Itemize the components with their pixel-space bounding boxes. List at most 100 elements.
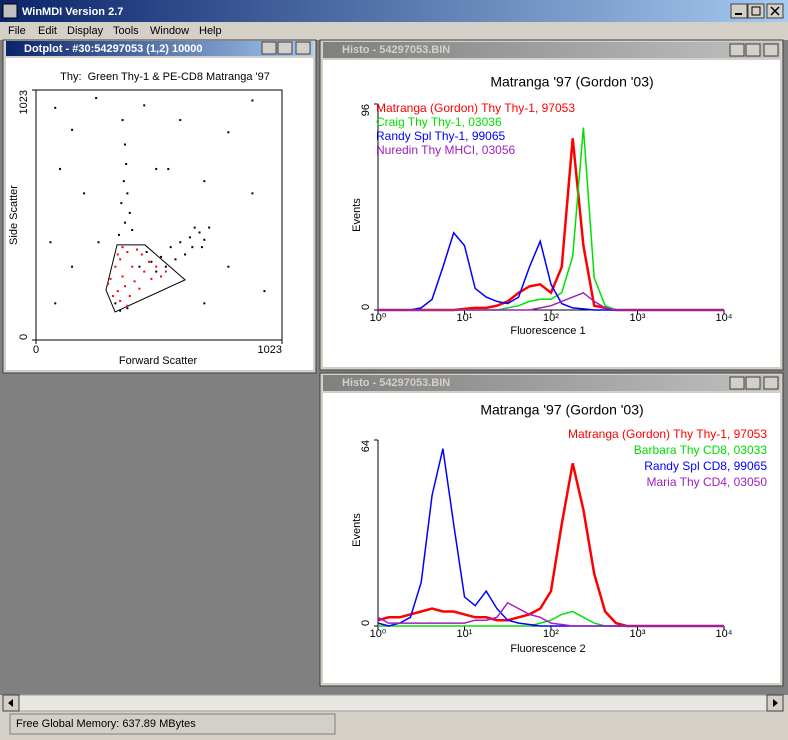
- dot: [200, 246, 203, 249]
- y-tick-label: 0: [360, 620, 372, 626]
- dot: [227, 265, 230, 268]
- dot: [123, 221, 126, 224]
- dot: [193, 226, 196, 229]
- dotplot-title: Dotplot - #30:54297053 (1,2) 10000: [24, 43, 203, 55]
- dot: [128, 295, 131, 298]
- dotplot-title-bar: [6, 41, 313, 56]
- x-tick-label: 10³: [630, 628, 646, 640]
- y-tick-label: 0: [18, 334, 30, 340]
- dot: [143, 104, 146, 107]
- dot: [179, 241, 182, 244]
- legend-entry: Matranga (Gordon) Thy Thy-1, 97053: [568, 427, 767, 441]
- menu-item[interactable]: Edit: [38, 25, 57, 37]
- dot: [126, 304, 129, 307]
- subwindow-buttons[interactable]: [261, 41, 779, 390]
- legend-entry: Nuredin Thy MHCI, 03056: [376, 143, 516, 157]
- dot: [121, 246, 124, 249]
- dot: [116, 290, 119, 293]
- y-tick-label: 96: [360, 104, 372, 116]
- x-tick-label: 10⁴: [716, 312, 733, 324]
- y-tick-label: 0: [360, 304, 372, 310]
- dot: [109, 277, 112, 280]
- x-tick-label: 10²: [543, 628, 559, 640]
- dot: [169, 246, 172, 249]
- histo-client: [323, 60, 780, 367]
- x-axis-label: Fluorescence 1: [510, 325, 585, 337]
- dot: [198, 231, 201, 234]
- maximize-button[interactable]: [747, 3, 765, 19]
- dot: [125, 163, 128, 166]
- dot: [135, 248, 138, 251]
- chart-title: Matranga '97 (Gordon '03): [480, 402, 643, 418]
- dot: [148, 260, 151, 263]
- dot: [116, 253, 119, 256]
- dot: [71, 265, 74, 268]
- dot: [138, 287, 141, 290]
- charts: Thy: Green Thy-1 & PE-CD8 Matranga '97 Fo…: [8, 71, 767, 655]
- dot: [126, 192, 129, 195]
- menu-item[interactable]: Tools: [113, 25, 139, 37]
- dot: [184, 253, 187, 256]
- dot: [123, 143, 126, 146]
- histo-title-bar: [323, 375, 780, 391]
- histo-title: Histo - 54297053.BIN: [342, 377, 450, 389]
- chart-title: Thy: Green Thy-1 & PE-CD8 Matranga '97: [60, 71, 270, 83]
- dot: [263, 290, 266, 293]
- menu-item[interactable]: Window: [150, 25, 189, 37]
- histo-client: [323, 393, 780, 683]
- menu-bar: File Edit Display Tools Window Help: [8, 25, 222, 37]
- dot: [131, 265, 134, 268]
- menu-item[interactable]: Help: [199, 25, 222, 37]
- dot: [54, 302, 57, 305]
- dot: [140, 253, 143, 256]
- dot: [164, 270, 167, 273]
- dot: [49, 241, 52, 244]
- legend-entry: Randy Spl Thy-1, 99065: [376, 129, 506, 143]
- dot: [251, 99, 254, 102]
- x-tick-label: 10¹: [457, 628, 473, 640]
- dot: [164, 265, 167, 268]
- app-title: WinMDI Version 2.7: [22, 6, 123, 18]
- dot: [54, 106, 57, 109]
- legend-entry: Randy Spl CD8, 99065: [644, 459, 767, 473]
- h-scrollbar[interactable]: [2, 694, 784, 712]
- chart-title: Matranga '97 (Gordon '03): [490, 74, 653, 90]
- dot: [191, 246, 194, 249]
- dot: [123, 285, 126, 288]
- dot: [155, 167, 158, 170]
- dot: [120, 202, 123, 205]
- gate: [105, 244, 187, 313]
- dot: [251, 192, 254, 195]
- menu-item[interactable]: File: [8, 25, 26, 37]
- minimize-button[interactable]: [730, 3, 748, 19]
- dot: [227, 131, 230, 134]
- dot: [119, 309, 122, 312]
- dot: [119, 258, 122, 261]
- dot: [208, 226, 211, 229]
- x-tick-label: 10³: [630, 312, 646, 324]
- app-icon: [2, 3, 18, 19]
- series-line: [377, 601, 724, 627]
- x-tick-label: 10⁴: [716, 628, 733, 640]
- dotplot-client: [6, 58, 313, 370]
- dot: [59, 167, 62, 170]
- title-bar: [0, 0, 788, 22]
- dot: [143, 270, 146, 273]
- x-tick-label: 10¹: [457, 312, 473, 324]
- window-buttons[interactable]: [730, 3, 784, 19]
- x-tick-label: 10⁰: [370, 312, 387, 324]
- legend-entry: Matranga (Gordon) Thy Thy-1, 97053: [376, 101, 575, 115]
- histo-title-bar: [323, 42, 780, 58]
- dot: [203, 180, 206, 183]
- dot: [179, 119, 182, 122]
- dot: [122, 180, 125, 183]
- x-tick-label: 10⁰: [370, 628, 387, 640]
- dot: [114, 302, 117, 305]
- y-axis-label: Side Scatter: [8, 185, 20, 245]
- x-tick-label: 1023: [258, 344, 282, 356]
- dot: [126, 307, 129, 310]
- status-panel: [9, 713, 336, 735]
- menu-item[interactable]: Display: [67, 25, 104, 37]
- dot: [121, 275, 124, 278]
